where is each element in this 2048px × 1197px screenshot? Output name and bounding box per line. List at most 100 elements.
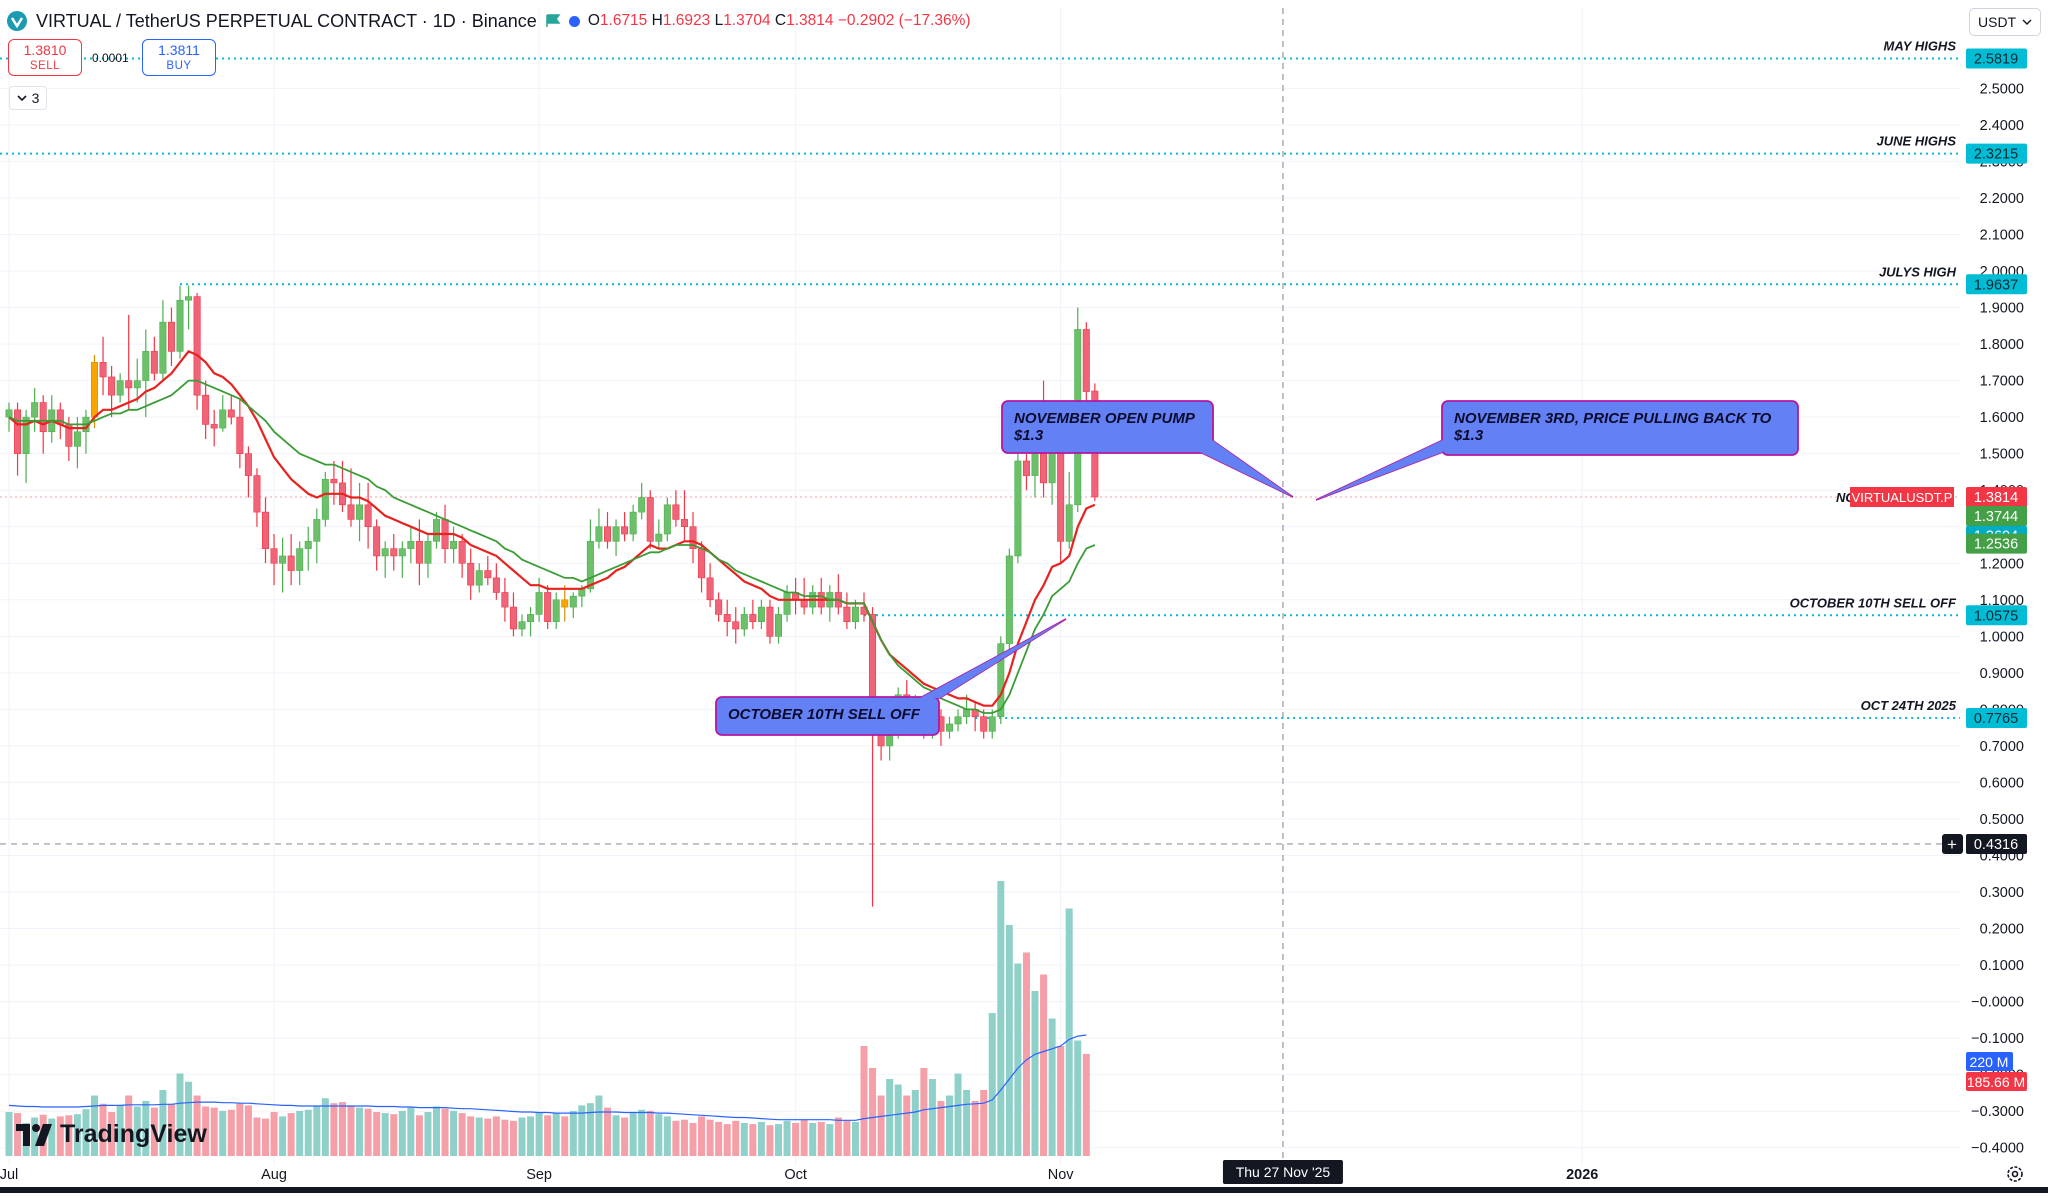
volume-bar [980, 1090, 988, 1156]
flag-icon[interactable] [545, 14, 561, 28]
candle-body [698, 548, 706, 579]
volume-bar [604, 1107, 611, 1156]
volume-bar [407, 1107, 415, 1156]
volume-bar [851, 1121, 859, 1156]
sell-label: SELL [29, 60, 61, 72]
volume-bar [971, 1101, 979, 1156]
buy-button[interactable]: 1.3811 BUY [142, 39, 216, 76]
volume-bar [48, 1118, 56, 1156]
price-tick-label: 1.6000 [1980, 410, 2024, 426]
chevron-down-icon [17, 95, 27, 102]
volume-bar [159, 1090, 167, 1156]
candle-body [219, 409, 227, 429]
crosshair-tag: 0.4316 [1974, 837, 2018, 853]
ema3-tag: 1.2536 [1974, 537, 2018, 553]
volume-bar [877, 1095, 885, 1156]
ema-fast-line [8, 350, 1096, 707]
candle-body [279, 555, 287, 564]
sell-button[interactable]: 1.3810 SELL [8, 39, 82, 76]
candle-body [185, 296, 193, 301]
level-price-tag-bg [1966, 48, 2027, 69]
candle-body [1057, 446, 1065, 542]
candle-body [732, 621, 740, 630]
candle-body [561, 599, 569, 608]
price-tick-label: −0.4000 [1971, 1141, 2024, 1157]
price-tick-label: −0.0000 [1971, 995, 2024, 1011]
candle-body [954, 716, 962, 725]
settings-gear-icon[interactable] [2005, 1164, 2025, 1184]
candle-body [518, 621, 526, 630]
price-axis-bg [1962, 0, 2048, 1197]
candle-body [125, 380, 133, 389]
candle-body [501, 592, 509, 608]
price-tags: 2.5819 2.3215 1.9637 1.0575 0.7765 VIRTUALUSD… [1850, 48, 2027, 1091]
volume-bar [65, 1115, 73, 1156]
close-value: 1.3814 [786, 12, 834, 29]
candle-body [749, 614, 757, 623]
volume-bar [621, 1117, 629, 1156]
volume-bar [544, 1115, 552, 1156]
sell-price: 1.3810 [23, 42, 67, 58]
volume-bar [125, 1095, 133, 1156]
level-label: OCT 24TH 2025 [1861, 698, 1957, 713]
price-tick-label: −0.3000 [1971, 1104, 2024, 1120]
candle-body [330, 478, 338, 484]
level-price-tag: 2.3215 [1974, 147, 2018, 163]
price-tick-label: 2.5000 [1980, 81, 2024, 97]
candle-body [595, 526, 603, 542]
volume-bar [809, 1123, 817, 1156]
symbol-title[interactable]: VIRTUAL / TetherUS PERPETUAL CONTRACT · … [36, 10, 537, 31]
volume-bar [586, 1103, 594, 1156]
volume-bar [501, 1119, 509, 1156]
volume-bar [1014, 963, 1022, 1156]
vol-ma-tag-bg [1966, 1052, 2013, 1071]
volume-bar [766, 1125, 774, 1156]
time-cursor-label: Thu 27 Nov '25 [1236, 1164, 1331, 1180]
candle-body [347, 504, 355, 520]
price-axis: 2.50002.40002.30002.20002.10002.00001.90… [1962, 0, 2048, 1197]
callout: NOVEMBER 3RD, PRICE PULLING BACK TO $1.3 [1315, 400, 1799, 501]
volume-bar [219, 1110, 227, 1156]
volume-bar [5, 1112, 13, 1156]
candle-body [569, 595, 577, 608]
time-cursor-bg [1222, 1160, 1343, 1184]
candle-body [356, 504, 364, 520]
level-label: JULYS HIGH [1879, 264, 1957, 279]
callouts: NOVEMBER OPEN PUMP $1.3 NOVEMBER 3RD, PRIC… [715, 400, 1799, 736]
callout: NOVEMBER OPEN PUMP $1.3 [1001, 400, 1294, 498]
volume-bar [1031, 991, 1039, 1156]
volume-bar [296, 1110, 304, 1156]
volume-bar [988, 1013, 996, 1156]
price-tick-label: 2.2000 [1980, 191, 2024, 207]
time-tick-label: Sep [526, 1167, 552, 1183]
currency-select[interactable]: USDT [1969, 8, 2041, 36]
time-tick-label: 2026 [1566, 1167, 1598, 1183]
candle-body [296, 548, 304, 571]
candle-body [740, 614, 748, 630]
candle-body [458, 541, 466, 564]
time-tick-label: Oct [784, 1167, 807, 1183]
volume-bar [655, 1114, 663, 1156]
volume-bar [433, 1106, 440, 1156]
price-tick-label: 0.7000 [1980, 739, 2024, 755]
candle-body [133, 380, 141, 389]
callout-pointer-fill [1200, 440, 1293, 497]
volume-bar [1082, 1053, 1090, 1156]
volume-bar [732, 1120, 740, 1156]
volume-bar [304, 1109, 312, 1156]
volume-bar [783, 1120, 791, 1156]
volume-bar [680, 1119, 688, 1156]
volume-bar [210, 1107, 218, 1156]
volume-bar [946, 1095, 953, 1156]
candle-body [424, 541, 432, 564]
candle-body [304, 541, 312, 549]
candle-body [1022, 460, 1030, 476]
tradingview-logo[interactable]: TradingView [16, 1120, 207, 1149]
chevron-down-icon [2022, 19, 2032, 25]
candle-body [492, 577, 500, 593]
volume-bar [185, 1081, 193, 1156]
candle-body [31, 402, 39, 418]
candle-body [997, 643, 1005, 717]
indicators-toggle[interactable]: 3 [9, 86, 47, 110]
